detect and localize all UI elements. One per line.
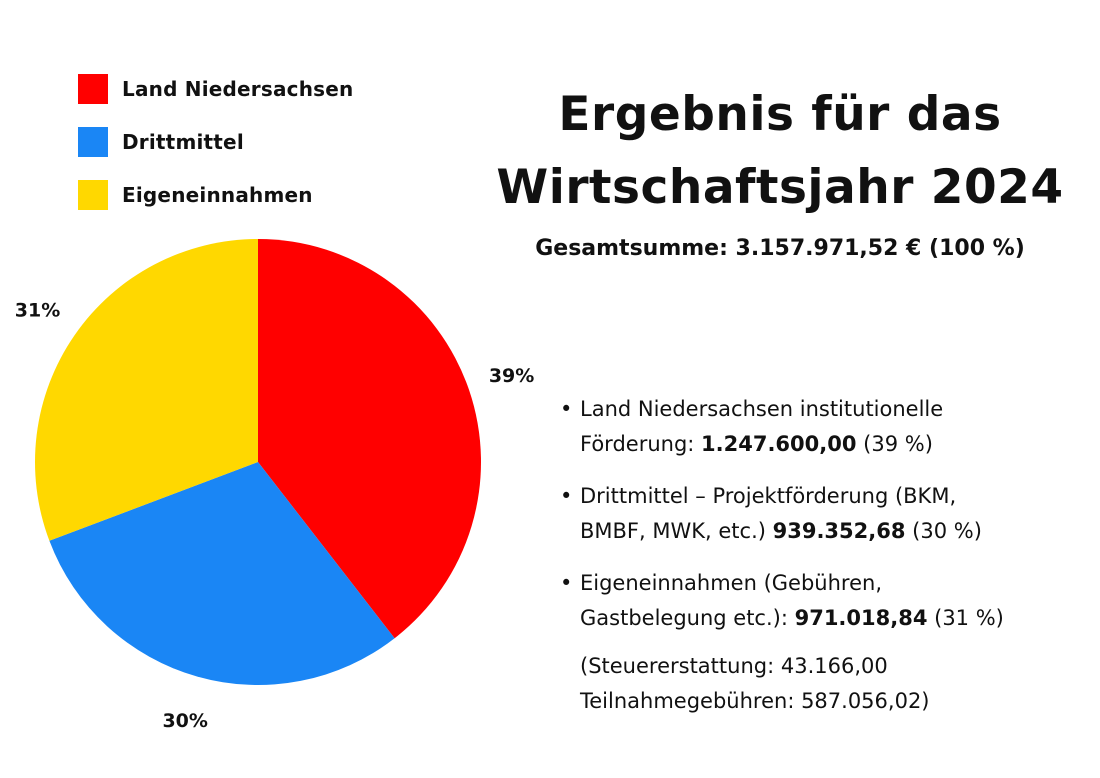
legend-swatch-red xyxy=(78,74,108,104)
chart-legend: Land Niedersachsen Drittmittel Eigeneinn… xyxy=(78,72,353,231)
detail-item-land: • Land Niedersachsen institutionelle För… xyxy=(560,392,1080,462)
detail-line: Gastbelegung etc.): 971.018,84 (31 %) xyxy=(580,601,1080,636)
legend-item-land-niedersachsen: Land Niedersachsen xyxy=(78,72,353,106)
detail-text: Gastbelegung etc.): xyxy=(580,606,795,630)
pie-chart: 39% 30% 31% xyxy=(15,239,534,732)
title-line-1: Ergebnis für das xyxy=(558,87,1002,142)
bullet-icon: • xyxy=(560,484,573,508)
detail-amount: 1.247.600,00 xyxy=(701,432,857,456)
detail-amount: 939.352,68 xyxy=(772,519,906,543)
total-sum: Gesamtsumme: 3.157.971,52 € (100 %) xyxy=(535,236,1025,261)
legend-item-eigeneinnahmen: Eigeneinnahmen xyxy=(78,178,353,212)
detail-amount: 971.018,84 xyxy=(794,606,928,630)
page-title: Ergebnis für das Wirtschaftsjahr 2024 xyxy=(470,78,1090,224)
detail-list: • Land Niedersachsen institutionelle För… xyxy=(560,392,1080,719)
bullet-icon: • xyxy=(560,571,573,595)
detail-percent: (30 %) xyxy=(905,519,982,543)
footnote-line-2: Teilnahmegebühren: 587.056,02) xyxy=(580,689,930,713)
detail-text: Drittmittel – Projektförderung (BKM, xyxy=(580,484,957,508)
percent-label: 39% xyxy=(489,365,534,387)
slice-drittmittel xyxy=(49,462,395,686)
detail-item-drittmittel: • Drittmittel – Projektförderung (BKM, B… xyxy=(560,479,1080,549)
detail-text: BMBF, MWK, etc.) xyxy=(580,519,773,543)
detail-percent: (31 %) xyxy=(927,606,1004,630)
footnote: (Steuererstattung: 43.166,00 Teilnahmege… xyxy=(560,649,1080,719)
slice-land-niedersachsen xyxy=(258,239,482,639)
footnote-line-1: (Steuererstattung: 43.166,00 xyxy=(580,654,888,678)
detail-percent: (39 %) xyxy=(856,432,933,456)
detail-text: Land Niedersachsen institutionelle xyxy=(580,397,944,421)
detail-item-eigeneinnahmen: • Eigeneinnahmen (Gebühren, Gastbelegung… xyxy=(560,566,1080,636)
legend-item-drittmittel: Drittmittel xyxy=(78,125,353,159)
detail-text: Förderung: xyxy=(580,432,702,456)
legend-label: Drittmittel xyxy=(122,130,244,154)
legend-swatch-blue xyxy=(78,127,108,157)
legend-label: Eigeneinnahmen xyxy=(122,183,313,207)
slice-eigeneinnahmen xyxy=(34,239,258,541)
title-line-2: Wirtschaftsjahr 2024 xyxy=(496,160,1064,215)
detail-line: BMBF, MWK, etc.) 939.352,68 (30 %) xyxy=(580,514,1080,549)
detail-text: Eigeneinnahmen (Gebühren, xyxy=(580,571,882,595)
bullet-icon: • xyxy=(560,397,573,421)
percent-label: 31% xyxy=(15,300,60,322)
legend-label: Land Niedersachsen xyxy=(122,77,354,101)
percent-label: 30% xyxy=(162,710,207,732)
legend-swatch-yellow xyxy=(78,180,108,210)
detail-line: Förderung: 1.247.600,00 (39 %) xyxy=(580,427,1080,462)
